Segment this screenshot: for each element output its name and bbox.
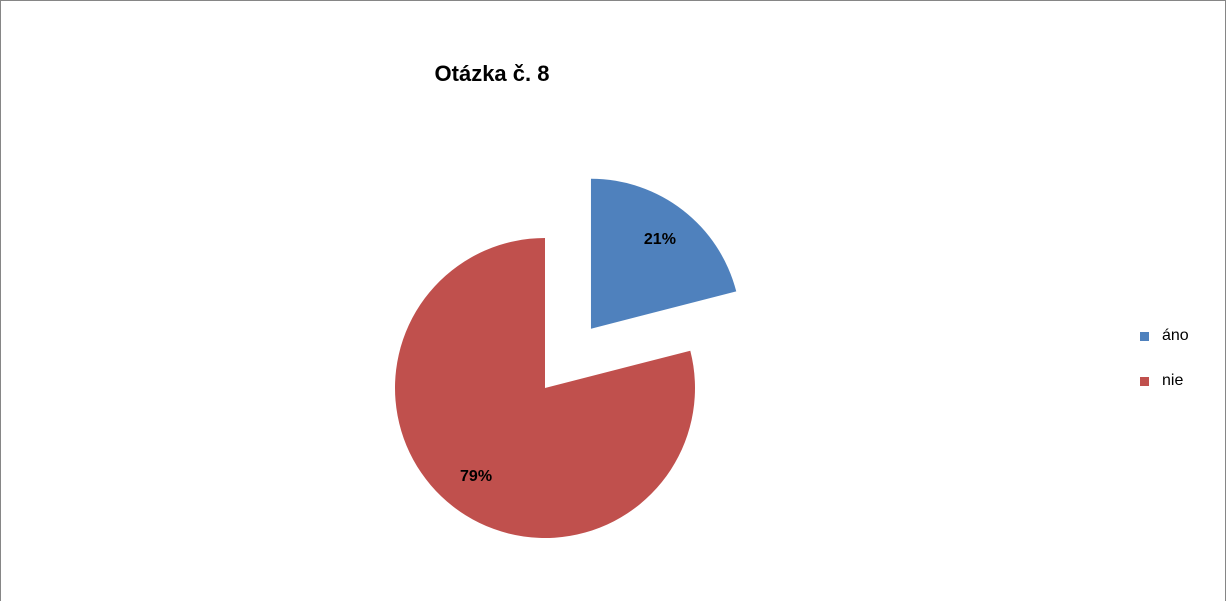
legend-label: áno [1162, 327, 1189, 344]
legend-label: nie [1162, 372, 1183, 389]
legend-swatch [1140, 332, 1149, 341]
value-label: 79% [460, 468, 492, 485]
pie-slice [395, 238, 695, 538]
pie-slice [590, 178, 737, 329]
value-label: 21% [644, 231, 676, 248]
legend-swatch [1140, 377, 1149, 386]
chart-title: Otázka č. 8 [435, 61, 550, 86]
